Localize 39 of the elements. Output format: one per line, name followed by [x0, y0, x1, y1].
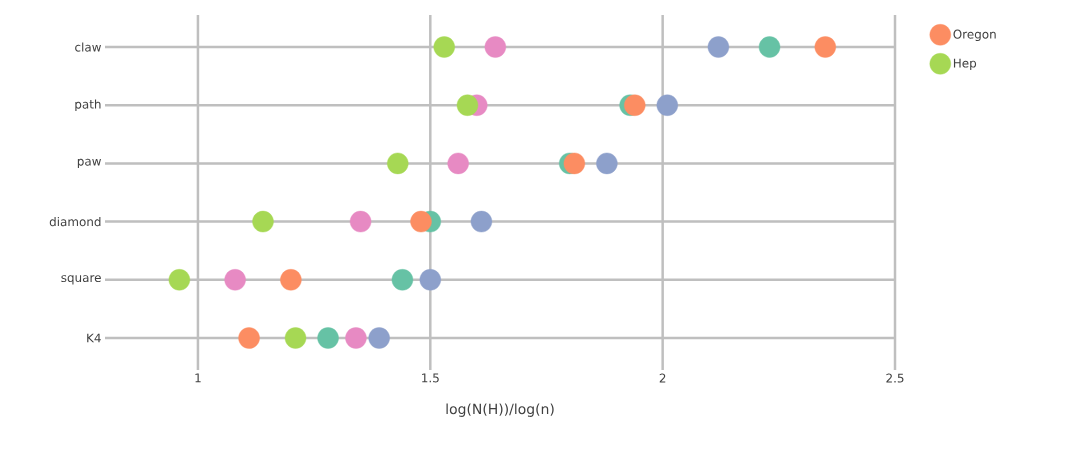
x-tick-label: 2.5 [886, 373, 904, 383]
point [484, 36, 507, 58]
x-tick-label: 1.5 [422, 373, 439, 383]
y-tick-label: claw [75, 42, 101, 52]
point [596, 152, 618, 175]
y-tick-label: paw [77, 158, 101, 168]
point [224, 269, 246, 291]
point [349, 210, 372, 233]
point [368, 327, 390, 349]
point [447, 152, 469, 175]
point [814, 36, 836, 58]
x-tick-label: 2 [659, 373, 666, 383]
x-tick-label: 1 [195, 373, 201, 383]
point [252, 210, 274, 233]
point [433, 36, 455, 58]
y-tick-label: K4 [87, 333, 101, 343]
point [317, 327, 339, 349]
point [470, 210, 493, 233]
point [391, 269, 414, 291]
x-axis-title: log(N(H))/log(n) [446, 403, 554, 417]
point [280, 269, 302, 291]
legend-label: Oregon [953, 29, 996, 41]
point [456, 94, 479, 116]
y-tick-label: path [75, 99, 101, 111]
point [387, 152, 409, 175]
point [758, 36, 781, 58]
legend-label: Hep [953, 58, 977, 70]
y-tick-label: square [61, 275, 101, 285]
point [656, 94, 678, 116]
point [168, 269, 191, 291]
point [707, 36, 730, 58]
point [624, 94, 646, 116]
y-tick-label: diamond [49, 216, 101, 227]
point [419, 269, 441, 291]
point [345, 327, 367, 349]
point [238, 327, 260, 349]
point [284, 327, 307, 349]
point [410, 210, 432, 233]
point [563, 152, 586, 175]
